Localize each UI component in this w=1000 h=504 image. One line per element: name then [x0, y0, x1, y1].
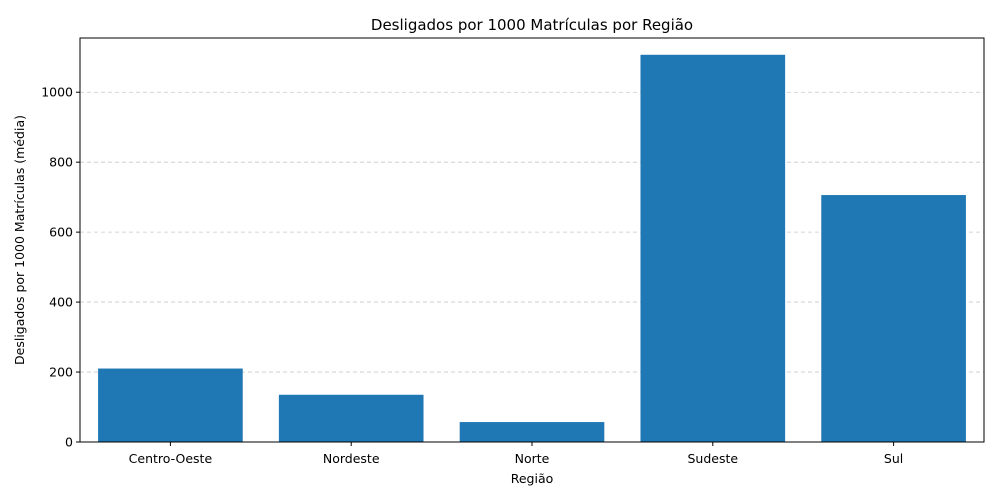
y-tick-label: 0 [65, 435, 73, 450]
bar-sudeste [640, 54, 786, 442]
x-axis-ticks: Centro-Oeste Nordeste Norte Sudeste Sul [129, 442, 903, 466]
x-tick-label: Sudeste [688, 451, 739, 466]
bar-nordeste [278, 394, 424, 442]
x-tick-label: Norte [515, 451, 550, 466]
bars [98, 54, 966, 442]
y-tick-label: 1000 [41, 85, 73, 100]
y-tick-label: 200 [49, 365, 73, 380]
bar-centro-oeste [98, 368, 243, 442]
bar-norte [459, 422, 605, 442]
x-axis-label: Região [511, 471, 554, 486]
bar-sul [821, 195, 966, 442]
y-axis-ticks: 0 200 400 600 800 1000 [41, 85, 80, 450]
x-tick-label: Nordeste [323, 451, 380, 466]
chart-title: Desligados por 1000 Matrículas por Regiã… [371, 16, 693, 34]
y-tick-label: 400 [49, 295, 73, 310]
y-axis-label: Desligados por 1000 Matrículas (média) [12, 115, 27, 365]
x-tick-label: Centro-Oeste [129, 451, 213, 466]
y-tick-label: 800 [49, 155, 73, 170]
x-tick-label: Sul [884, 451, 903, 466]
y-tick-label: 600 [49, 225, 73, 240]
